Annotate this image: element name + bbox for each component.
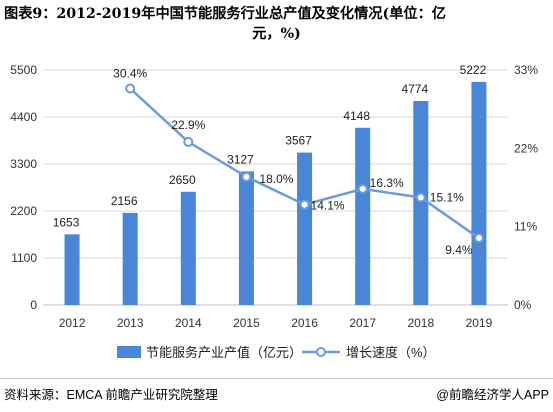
bar [122, 212, 138, 305]
source-note: 资料来源：EMCA 前瞻产业研究院整理 [4, 388, 218, 402]
chart-title-line1: 图表9：2012-2019年中国节能服务行业总产值及变化情况(单位：亿 [4, 6, 446, 22]
y-left-tick-label: 1100 [11, 251, 37, 265]
x-tick-label: 2017 [349, 316, 376, 330]
growth-value-label: 14.1% [311, 199, 345, 213]
bar [238, 171, 254, 305]
legend-bar-swatch [117, 346, 141, 358]
bar [297, 152, 313, 305]
bar-value-label: 3127 [227, 152, 254, 166]
brand-credit: @前瞻经济学人APP [436, 388, 549, 402]
bar-value-label: 1653 [53, 215, 80, 229]
x-tick-label: 2018 [407, 316, 434, 330]
x-tick-label: 2015 [233, 316, 260, 330]
y-left-tick-label: 0 [30, 298, 37, 312]
bar [64, 234, 80, 305]
growth-value-label: 18.0% [259, 172, 293, 186]
legend-bar-label: 节能服务产业产值（亿元） [146, 345, 302, 360]
bar-value-label: 4148 [343, 109, 370, 123]
chart-canvas: 0 1100 2200 3300 4400 5500 0% 11% 22% 33% 1653 2156… [10, 63, 538, 360]
legend-line-marker [316, 347, 326, 357]
growth-point [473, 233, 484, 244]
bar-value-label: 4774 [401, 82, 428, 96]
x-tick-label: 2012 [59, 316, 86, 330]
growth-value-label: 9.4% [445, 243, 473, 257]
growth-value-label: 16.3% [370, 176, 404, 190]
y-left-tick-label: 4400 [10, 110, 37, 124]
growth-point [357, 183, 368, 194]
y-right-tick-label: 33% [514, 63, 538, 77]
x-tick-label: 2016 [291, 316, 318, 330]
bar-value-label: 2156 [111, 194, 138, 208]
y-right-tick-label: 0% [514, 298, 532, 312]
bar-value-label: 3567 [285, 134, 312, 148]
x-tick-label: 2019 [466, 316, 493, 330]
legend-line-label: 增长速度（%） [346, 345, 436, 360]
y-left-tick-label: 5500 [10, 63, 37, 77]
growth-point [241, 171, 252, 182]
footer: 资料来源：EMCA 前瞻产业研究院整理 @前瞻经济学人APP [0, 378, 553, 412]
chart-title: 图表9：2012-2019年中国节能服务行业总产值及变化情况(单位：亿 元，%) [4, 4, 549, 44]
growth-value-label: 15.1% [430, 190, 464, 204]
bar-value-label: 5222 [460, 63, 487, 77]
bar [413, 101, 429, 306]
y-right-tick-label: 22% [514, 141, 538, 155]
y-left-tick-label: 3300 [10, 157, 37, 171]
growth-point [415, 192, 426, 203]
growth-point [125, 83, 136, 94]
chart-title-line2: 元，%) [252, 26, 301, 42]
growth-value-label: 30.4% [113, 67, 147, 81]
bar-value-label: 2650 [169, 173, 196, 187]
bar [180, 191, 196, 305]
x-tick-label: 2014 [175, 316, 202, 330]
growth-point [183, 136, 194, 147]
y-right-tick-label: 11% [514, 220, 537, 234]
bar [355, 127, 371, 305]
x-tick-label: 2013 [117, 316, 144, 330]
bar [471, 81, 487, 306]
y-left-tick-label: 2200 [10, 204, 37, 218]
growth-value-label: 22.9% [171, 118, 205, 132]
growth-point [299, 199, 310, 210]
